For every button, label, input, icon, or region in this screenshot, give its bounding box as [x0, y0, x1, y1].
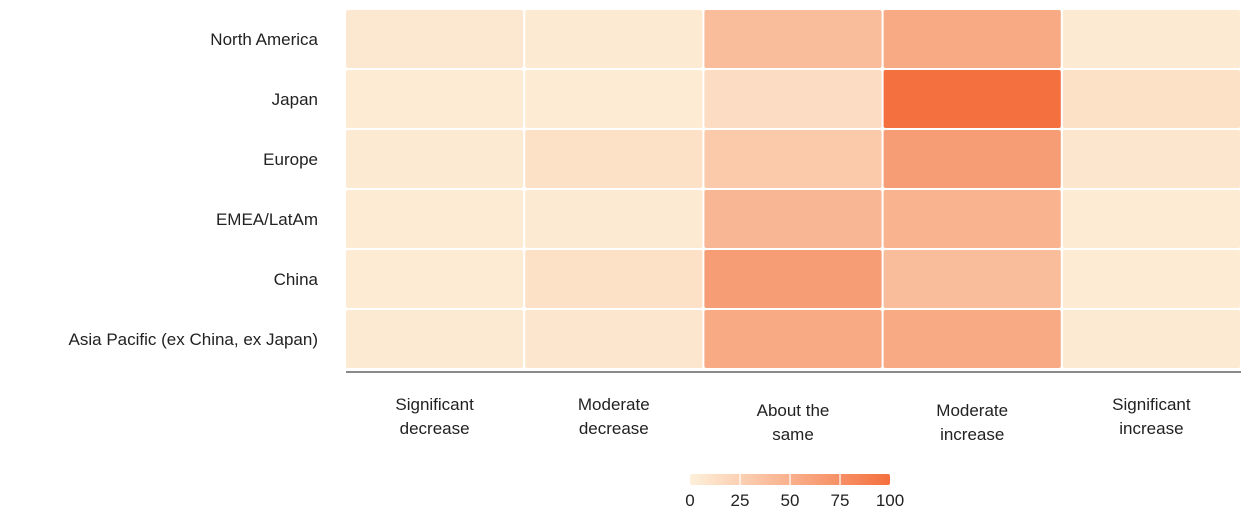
- row-label: North America: [210, 30, 318, 49]
- column-label: Moderate increase: [936, 401, 1008, 444]
- heatmap-cell: [704, 130, 882, 188]
- heatmap-cell: [346, 130, 524, 188]
- heatmap-cell: [1062, 10, 1240, 68]
- colorbar-tick-label: 50: [781, 491, 800, 510]
- heatmap-cell: [704, 70, 882, 128]
- colorbar: 0 25 50 75 100: [685, 474, 904, 510]
- heatmap-cells: [346, 10, 1240, 368]
- heatmap-cell: [346, 190, 524, 248]
- row-labels: North America Japan Europe EMEA/LatAm China A…: [69, 30, 319, 349]
- heatmap-cell: [704, 190, 882, 248]
- heatmap-cell: [525, 70, 703, 128]
- heatmap-cell: [883, 310, 1061, 368]
- heatmap-cell: [883, 70, 1061, 128]
- heatmap-cell: [525, 10, 703, 68]
- heatmap-cell: [525, 190, 703, 248]
- heatmap-cell: [883, 190, 1061, 248]
- row-label: Asia Pacific (ex China, ex Japan): [69, 330, 318, 349]
- heatmap-cell: [704, 310, 882, 368]
- heatmap-cell: [346, 310, 524, 368]
- heatmap-cell: [525, 130, 703, 188]
- colorbar-tick-label: 75: [831, 491, 850, 510]
- heatmap-cell: [525, 250, 703, 308]
- row-label: Europe: [263, 150, 318, 169]
- heatmap-cell: [346, 250, 524, 308]
- column-labels: Significant decrease Moderate decrease About…: [395, 395, 1191, 444]
- heatmap-cell: [704, 250, 882, 308]
- heatmap-cell: [525, 310, 703, 368]
- heatmap-cell: [1062, 250, 1240, 308]
- colorbar-tick-label: 100: [876, 491, 904, 510]
- colorbar-tick-label: 25: [731, 491, 750, 510]
- column-label: About the same: [757, 401, 830, 444]
- heatmap-cell: [883, 250, 1061, 308]
- column-label: Moderate decrease: [578, 395, 650, 438]
- heatmap-cell: [346, 10, 524, 68]
- row-label: China: [274, 270, 319, 289]
- column-label: Significant decrease: [395, 395, 474, 438]
- heatmap-cell: [1062, 70, 1240, 128]
- heatmap-cell: [346, 70, 524, 128]
- column-label: Significant increase: [1112, 395, 1191, 438]
- heatmap-cell: [1062, 310, 1240, 368]
- heatmap-cell: [704, 10, 882, 68]
- row-label: Japan: [272, 90, 318, 109]
- heatmap-cell: [1062, 130, 1240, 188]
- row-label: EMEA/LatAm: [216, 210, 318, 229]
- colorbar-tick-label: 0: [685, 491, 694, 510]
- heatmap-cell: [883, 10, 1061, 68]
- heatmap-cell: [1062, 190, 1240, 248]
- heatmap-cell: [883, 130, 1061, 188]
